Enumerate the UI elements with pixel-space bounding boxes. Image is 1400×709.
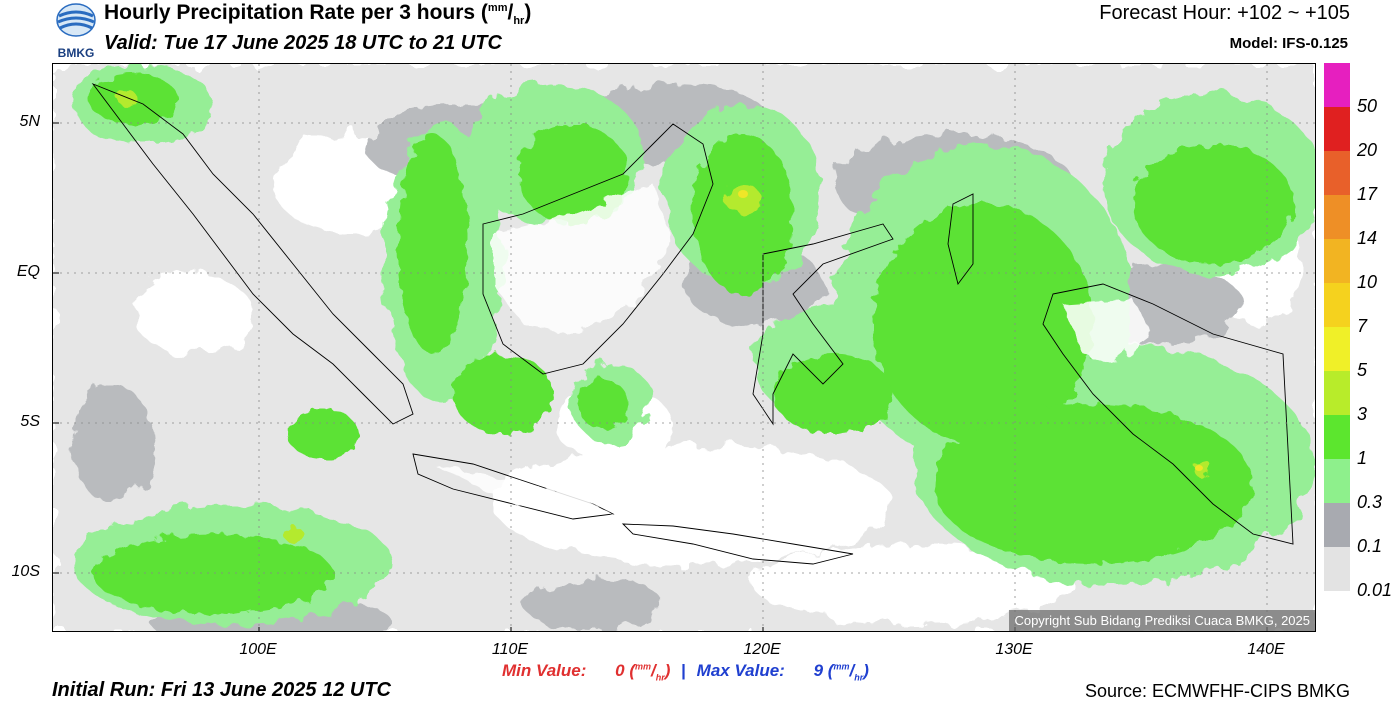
min-label: Min Value: [502,661,587,680]
colorbar-segment [1324,327,1350,371]
colorbar-label: 1 [1357,448,1368,468]
colorbar-segment [1324,415,1350,459]
lat-label-10s: 10S [11,563,40,580]
colorbar [1324,63,1350,591]
lon-label-130e: 130E [995,641,1033,658]
colorbar-label: 14 [1357,228,1378,248]
lat-label-5n: 5N [19,113,40,130]
colorbar-segment [1324,107,1350,151]
model-name: Model: IFS-0.125 [1229,35,1348,52]
lon-label-110e: 110E [491,641,529,658]
colorbar-label: 3 [1357,404,1368,424]
graticule [53,64,1315,631]
min-value: 0 [615,661,625,680]
colorbar-label: 0.01 [1357,580,1393,600]
colorbar-label: 10 [1357,272,1378,292]
colorbar-label: 0.1 [1357,536,1383,556]
precipitation-map [52,63,1316,632]
colorbar-label: 50 [1357,96,1378,116]
title-unit-num: mm [487,2,508,14]
colorbar-label: 20 [1357,140,1378,160]
logo-text: BMKG [58,46,95,60]
precip-yellowgreen-layer [118,91,1213,542]
lon-label-120e: 120E [743,641,781,658]
minmax-separator: | [681,661,686,680]
lat-label-eq: EQ [16,263,40,280]
coastlines [91,82,1294,565]
colorbar-segment [1324,151,1350,195]
colorbar-segment [1324,371,1350,415]
title-unit-den: hr [513,15,525,28]
data-source: Source: ECMWFHF-CIPS BMKG [1084,681,1350,701]
max-unit-num: mm [833,661,850,672]
land-dry [433,184,1153,514]
max-value: 9 [813,661,824,680]
initial-run: Initial Run: Fri 13 June 2025 12 UTC [52,679,391,701]
colorbar-label: 7 [1357,316,1368,336]
title-text: Hourly Precipitation Rate per 3 hours [104,1,476,24]
min-unit-den: hr [655,672,665,683]
lat-label-5s: 5S [20,413,40,430]
colorbar-label: 17 [1357,184,1378,204]
lon-label-140e: 140E [1247,641,1285,658]
colorbar-segment [1324,239,1350,283]
colorbar-segment [1324,283,1350,327]
precip-yellow-layer [738,190,1203,471]
lon-label-100e: 100E [239,641,277,658]
precip-green-layer [88,74,1293,614]
min-max-values: Min Value: 0 (mm/hr) | Max Value: 9 (mm/… [502,661,869,683]
colorbar-label: 5 [1357,360,1368,380]
copyright-notice: Copyright Sub Bidang Prediksi Cuaca BMKG… [1009,610,1315,631]
forecast-hour: Forecast Hour: +102 ~ +105 [1099,2,1350,24]
chart-title: Hourly Precipitation Rate per 3 hours (m… [104,1,532,28]
colorbar-segment [1324,503,1350,547]
max-label: Max Value: [696,661,785,680]
bmkg-logo: BMKG [52,2,100,60]
colorbar-segment [1324,63,1350,107]
colorbar-segment [1324,547,1350,591]
valid-time: Valid: Tue 17 June 2025 18 UTC to 21 UTC [104,32,502,54]
colorbar-segment [1324,195,1350,239]
colorbar-segment [1324,459,1350,503]
max-unit-den: hr [854,672,864,683]
min-unit-num: mm [635,661,652,672]
colorbar-label: 0.3 [1357,492,1383,512]
